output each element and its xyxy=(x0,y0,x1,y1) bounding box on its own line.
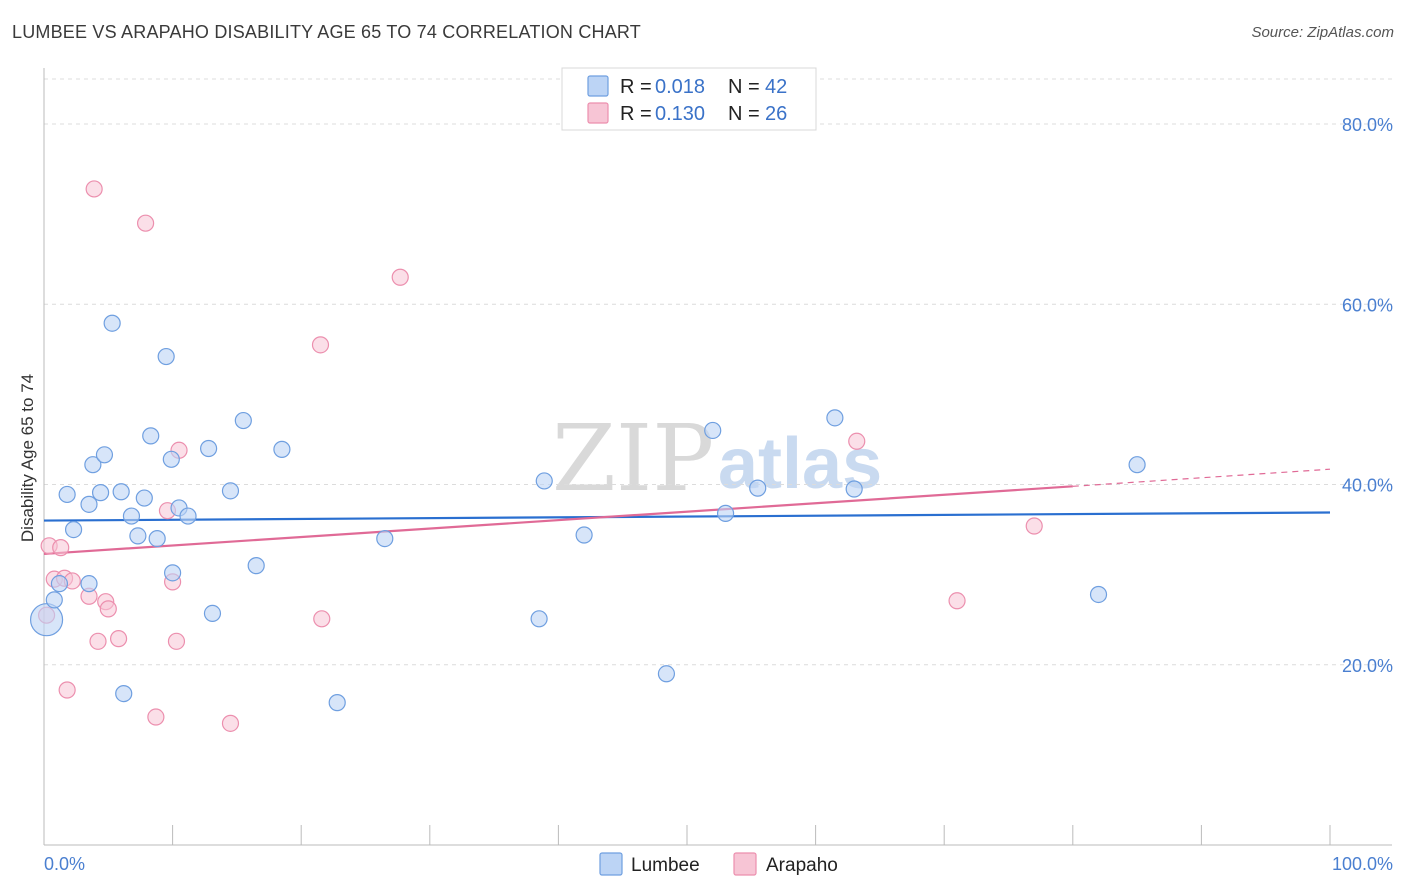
point-lumbee-27 xyxy=(247,557,265,575)
point-arapaho-10 xyxy=(99,600,117,618)
y-tick-labels: 20.0% 40.0% 60.0% 80.0% xyxy=(1342,115,1393,676)
point-lumbee-40 xyxy=(1089,585,1108,604)
point-arapaho-3 xyxy=(52,539,70,557)
point-lumbee-18 xyxy=(157,347,175,366)
point-lumbee-19 xyxy=(162,450,180,468)
y-tick-label-2: 60.0% xyxy=(1342,295,1393,315)
point-lumbee-14 xyxy=(129,527,147,545)
legend-swatch-lumbee xyxy=(587,75,609,97)
axes xyxy=(43,68,1392,846)
x-tick-label-1: 100.0% xyxy=(1332,854,1393,874)
point-lumbee-2 xyxy=(50,575,69,593)
point-lumbee-39 xyxy=(845,480,863,498)
point-lumbee-26 xyxy=(234,411,252,430)
bottom-legend: Lumbee Arapaho xyxy=(599,852,838,876)
point-lumbee-25 xyxy=(221,482,240,500)
trend-line-arapaho xyxy=(43,485,1073,556)
point-lumbee-32 xyxy=(535,472,553,490)
legend-r-label-arapaho: R = xyxy=(620,103,652,125)
point-arapaho-8 xyxy=(89,632,107,650)
point-lumbee-1 xyxy=(45,591,63,609)
point-arapaho-11 xyxy=(109,630,128,648)
grid-lines xyxy=(44,78,1392,666)
point-arapaho-21 xyxy=(313,610,331,628)
bottom-legend-swatch-lumbee xyxy=(599,852,623,876)
point-lumbee-38 xyxy=(826,409,844,427)
trend-line-lumbee xyxy=(43,511,1331,522)
legend-n-value-lumbee: 42 xyxy=(765,76,787,98)
point-lumbee-29 xyxy=(328,694,346,712)
y-axis-label: Disability Age 65 to 74 xyxy=(18,374,37,542)
legend-box: R = 0.018 N = 42 R = 0.130 N = 26 xyxy=(561,67,817,131)
point-arapaho-22 xyxy=(391,268,409,286)
point-arapaho-24 xyxy=(948,592,966,610)
point-lumbee-41 xyxy=(1128,456,1146,474)
x-tick-labels: 0.0% 100.0% xyxy=(44,854,1393,874)
point-lumbee-6 xyxy=(80,495,98,513)
point-lumbee-16 xyxy=(142,427,160,445)
bottom-legend-swatch-arapaho xyxy=(733,852,757,876)
point-lumbee-31 xyxy=(530,610,548,628)
point-lumbee-37 xyxy=(749,479,767,497)
point-lumbee-22 xyxy=(179,507,197,525)
y-tick-label-1: 40.0% xyxy=(1342,476,1393,496)
x-tick-label-0: 0.0% xyxy=(44,854,85,874)
point-lumbee-11 xyxy=(112,483,130,501)
point-arapaho-5 xyxy=(58,681,76,699)
point-lumbee-20 xyxy=(164,564,182,582)
legend-r-value-lumbee: 0.018 xyxy=(655,76,705,98)
point-lumbee-15 xyxy=(135,489,153,507)
point-arapaho-17 xyxy=(167,632,186,650)
point-lumbee-30 xyxy=(376,529,394,548)
point-lumbee-7 xyxy=(84,456,102,474)
point-lumbee-0 xyxy=(29,603,64,637)
legend-n-value-arapaho: 26 xyxy=(765,103,787,125)
point-arapaho-13 xyxy=(136,214,155,232)
legend-n-label-lumbee: N = xyxy=(728,76,760,98)
trend-line-arapaho-extension xyxy=(1072,468,1331,487)
point-arapaho-14 xyxy=(147,708,165,726)
point-arapaho-20 xyxy=(311,336,330,354)
point-arapaho-19 xyxy=(221,714,240,732)
watermark-zip: ZIP xyxy=(552,405,714,512)
point-lumbee-10 xyxy=(103,314,121,332)
point-lumbee-12 xyxy=(115,685,133,703)
point-lumbee-33 xyxy=(575,526,593,544)
point-arapaho-25 xyxy=(1025,517,1043,535)
y-tick-label-3: 80.0% xyxy=(1342,115,1393,135)
chart-title: LUMBEE VS ARAPAHO DISABILITY AGE 65 TO 7… xyxy=(12,22,642,42)
bottom-legend-lumbee: Lumbee xyxy=(631,855,700,876)
bottom-legend-arapaho: Arapaho xyxy=(766,855,838,876)
point-lumbee-17 xyxy=(148,529,166,548)
source-label: Source: ZipAtlas.com xyxy=(1251,24,1394,41)
point-arapaho-12 xyxy=(85,180,103,198)
point-lumbee-3 xyxy=(58,485,76,504)
legend-r-value-arapaho: 0.130 xyxy=(655,103,705,125)
legend-swatch-arapaho xyxy=(587,102,609,124)
legend-n-label-arapaho: N = xyxy=(728,103,760,125)
point-lumbee-9 xyxy=(95,446,114,464)
legend-r-label-lumbee: R = xyxy=(620,76,652,98)
point-lumbee-4 xyxy=(64,520,83,539)
data-points xyxy=(29,180,1146,732)
point-lumbee-35 xyxy=(704,421,722,440)
point-lumbee-13 xyxy=(122,507,141,525)
point-lumbee-34 xyxy=(657,665,676,683)
point-lumbee-28 xyxy=(273,440,291,458)
point-lumbee-5 xyxy=(80,575,98,593)
y-tick-label-0: 20.0% xyxy=(1342,656,1393,676)
point-lumbee-36 xyxy=(716,504,735,522)
point-arapaho-23 xyxy=(848,432,866,450)
trend-lines xyxy=(43,468,1331,556)
point-lumbee-23 xyxy=(200,439,218,458)
point-lumbee-24 xyxy=(203,604,222,622)
point-lumbee-8 xyxy=(91,484,110,502)
